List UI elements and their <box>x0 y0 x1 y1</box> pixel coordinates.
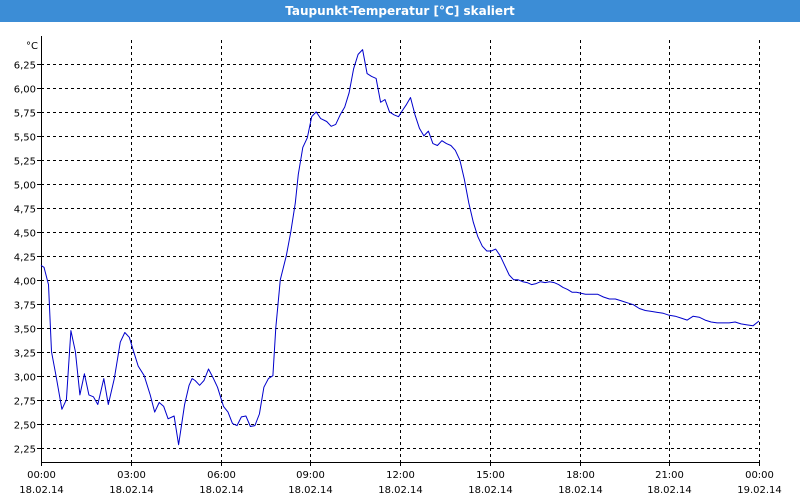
x-tick-label-date: 18.02.14 <box>647 485 692 496</box>
x-tick-label-time: 18:00 <box>566 470 595 481</box>
x-tick-label-time: 15:00 <box>476 470 505 481</box>
y-tick-label: 2,25 <box>14 445 36 456</box>
y-tick-label: 5,00 <box>14 181 36 192</box>
x-tick-label-date: 18.02.14 <box>558 485 603 496</box>
x-tick-label-time: 00:00 <box>27 470 56 481</box>
y-tick-label: 4,50 <box>14 229 36 240</box>
x-tick-label-time: 21:00 <box>655 470 684 481</box>
y-tick-label: 5,50 <box>14 133 36 144</box>
x-tick-label-date: 19.02.14 <box>737 485 782 496</box>
x-tick-label-time: 12:00 <box>386 470 415 481</box>
x-tick-label-time: 06:00 <box>207 470 236 481</box>
y-tick-label: 3,00 <box>14 373 36 384</box>
y-tick-label: 6,25 <box>14 61 36 72</box>
series-line-dewpoint <box>40 49 760 446</box>
window-title: Taupunkt-Temperatur [°C] skaliert <box>285 4 515 18</box>
y-tick-label: 4,75 <box>14 205 36 216</box>
y-tick-label: 4,00 <box>14 277 36 288</box>
y-tick-label: 5,25 <box>14 157 36 168</box>
x-tick-label-date: 18.02.14 <box>199 485 244 496</box>
x-tick-label-time: 09:00 <box>296 470 325 481</box>
y-axis-unit-label: °C <box>26 41 38 52</box>
y-axis-ticks: 2,25 2,50 2,75 3,00 3,25 3,50 3,75 4,00 4,25 4,50… <box>14 61 41 456</box>
x-axis-ticks: 00:00 18.02.14 03:00 18.02.14 06:00 18.02.14 0… <box>19 462 782 496</box>
axes: °C <box>26 36 759 463</box>
y-tick-label: 2,75 <box>14 397 36 408</box>
x-tick-label-time: 03:00 <box>117 470 146 481</box>
y-tick-label: 5,75 <box>14 109 36 120</box>
x-tick-label-date: 18.02.14 <box>19 485 64 496</box>
chart-area: °C 2,25 2,50 2,75 3,00 3,25 3,50 3,75 4,00 4,25 4… <box>0 22 800 500</box>
y-tick-label: 3,75 <box>14 301 36 312</box>
y-tick-label: 4,25 <box>14 253 36 264</box>
x-tick-label-time: 00:00 <box>745 470 774 481</box>
y-tick-label: 2,50 <box>14 421 36 432</box>
y-tick-label: 3,50 <box>14 325 36 336</box>
grid <box>41 40 760 462</box>
x-tick-label-date: 18.02.14 <box>109 485 154 496</box>
x-tick-label-date: 18.02.14 <box>378 485 423 496</box>
y-tick-label: 3,25 <box>14 349 36 360</box>
window-titlebar: Taupunkt-Temperatur [°C] skaliert <box>0 0 800 22</box>
y-tick-label: 6,00 <box>14 85 36 96</box>
x-tick-label-date: 18.02.14 <box>288 485 333 496</box>
line-chart: °C 2,25 2,50 2,75 3,00 3,25 3,50 3,75 4,00 4,25 4… <box>14 36 782 496</box>
x-tick-label-date: 18.02.14 <box>468 485 513 496</box>
